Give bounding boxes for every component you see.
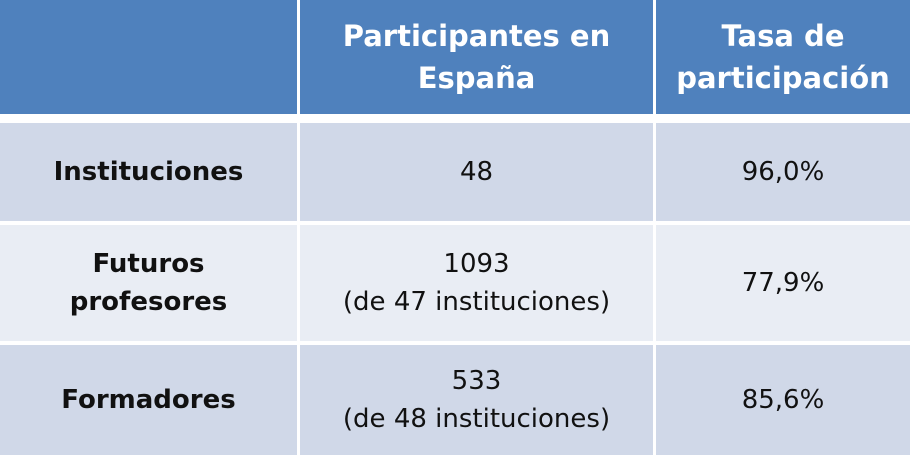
cell-text: Instituciones <box>53 157 244 187</box>
cell-text: profesores <box>69 287 228 317</box>
cell-text: 533 <box>451 366 502 396</box>
data-cell: 1093 (de 47 instituciones) <box>300 225 653 341</box>
cell-text: 85,6% <box>741 385 825 415</box>
data-cell: 533 (de 48 instituciones) <box>300 345 653 455</box>
cell-text: (de 47 instituciones) <box>342 287 611 317</box>
cell-text: 96,0% <box>741 157 825 187</box>
cell-text: 77,9% <box>741 268 825 298</box>
cell-text: Tasa de <box>721 19 845 53</box>
data-cell: 77,9% <box>656 225 910 341</box>
data-cell: 96,0% <box>656 123 910 221</box>
cell-text: 1093 <box>443 249 510 279</box>
row-header-cell: Formadores <box>0 345 297 455</box>
cell-text: 48 <box>459 157 494 187</box>
row-header-cell: Futuros profesores <box>0 225 297 341</box>
header-cell <box>0 0 297 114</box>
cell-text: Participantes en <box>342 19 611 53</box>
data-cell: 48 <box>300 123 653 221</box>
header-cell: Participantes en España <box>300 0 653 114</box>
cell-text: participación <box>676 61 890 95</box>
row-header-cell: Instituciones <box>0 123 297 221</box>
cell-text: (de 48 instituciones) <box>342 404 611 434</box>
cell-text: Formadores <box>61 385 236 415</box>
cell-text: España <box>417 61 536 95</box>
cell-text: Futuros <box>92 249 205 279</box>
header-cell: Tasa de participación <box>656 0 910 114</box>
data-cell: 85,6% <box>656 345 910 455</box>
